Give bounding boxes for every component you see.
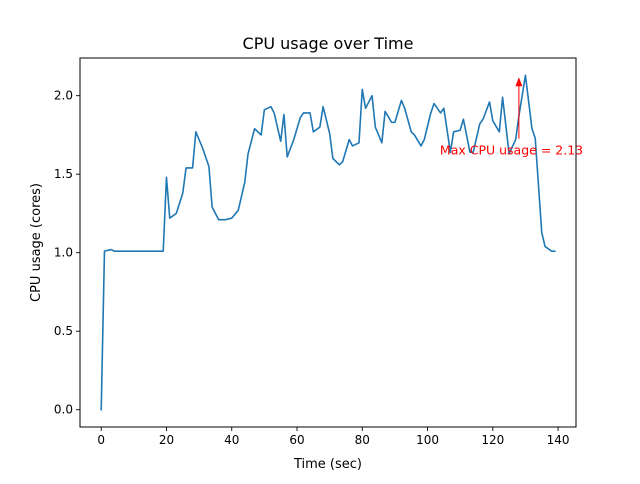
x-tick-label: 80 xyxy=(355,433,370,447)
annotation-layer: Max CPU usage = 2.13 xyxy=(440,77,583,158)
chart-title: CPU usage over Time xyxy=(243,34,414,53)
series-layer xyxy=(100,74,556,411)
y-axis-label: CPU usage (cores) xyxy=(29,183,44,302)
x-tick-label: 20 xyxy=(159,433,174,447)
max-cpu-annotation: Max CPU usage = 2.13 xyxy=(440,143,583,158)
x-axis-label: Time (sec) xyxy=(293,457,362,472)
x-tick-label: 100 xyxy=(416,433,439,447)
cpu-usage-line xyxy=(100,74,556,411)
x-tick-label: 0 xyxy=(97,433,105,447)
y-tick-label: 2.0 xyxy=(54,89,73,103)
y-axis: 0.0 0.5 1.0 1.5 2.0 xyxy=(54,89,80,417)
x-tick-label: 120 xyxy=(481,433,504,447)
y-tick-label: 0.0 xyxy=(54,403,73,417)
plot-area: Max CPU usage = 2.13 xyxy=(79,57,583,428)
x-axis: 0 20 40 60 80 100 120 140 xyxy=(97,427,570,447)
x-tick-label: 40 xyxy=(224,433,239,447)
x-tick-label: 140 xyxy=(547,433,570,447)
plot-frame xyxy=(79,57,577,428)
y-tick-label: 1.0 xyxy=(54,246,73,260)
annotation-arrow-head xyxy=(515,77,523,87)
y-tick-label: 0.5 xyxy=(54,324,73,338)
y-tick-label: 1.5 xyxy=(54,167,73,181)
x-tick-label: 60 xyxy=(289,433,304,447)
